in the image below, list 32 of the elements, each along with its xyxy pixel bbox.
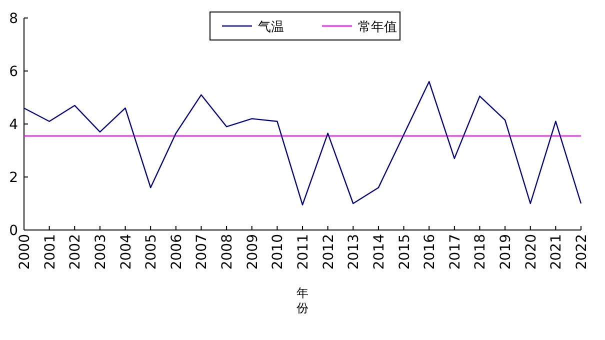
legend-label: 气温 [258,20,284,35]
y-tick-label: 4 [9,117,18,133]
line-series [23,81,582,206]
x-tick-label: 2015 [396,234,413,270]
y-tick-label: 2 [9,170,18,186]
x-tick-label: 2012 [320,234,337,270]
x-tick-label: 2020 [523,234,540,270]
x-tick-label: 2003 [92,234,109,270]
x-tick-label: 2011 [296,234,312,270]
x-tick-label: 2006 [168,234,185,270]
x-tick-label: 2022 [574,234,590,270]
y-tick-label: 0 [9,223,18,239]
x-tick-label: 2010 [270,234,286,270]
x-tick-label: 2017 [447,234,464,270]
x-tick-label: 2002 [68,234,84,270]
x-tick-label: 2016 [422,234,438,270]
legend-label: 常年值 [358,20,397,35]
x-axis-title: 年份 [296,286,308,315]
x-tick-label: 2007 [194,234,210,270]
x-tick-label: 2014 [371,234,388,270]
x-tick-label: 2000 [17,234,33,270]
x-tick-label: 2009 [244,234,261,270]
x-tick-label: 2021 [548,234,565,270]
x-tick-label: 2013 [346,234,362,270]
y-tick-label: 8 [9,11,18,27]
x-tick-label: 2018 [472,234,489,270]
x-tick-label: 2001 [42,234,58,270]
y-tick-label: 6 [9,64,18,80]
x-tick-label: 2019 [498,234,514,270]
x-tick-label: 2005 [144,234,160,270]
x-tick-label: 2004 [118,234,134,270]
x-tick-label: 2008 [220,234,236,270]
